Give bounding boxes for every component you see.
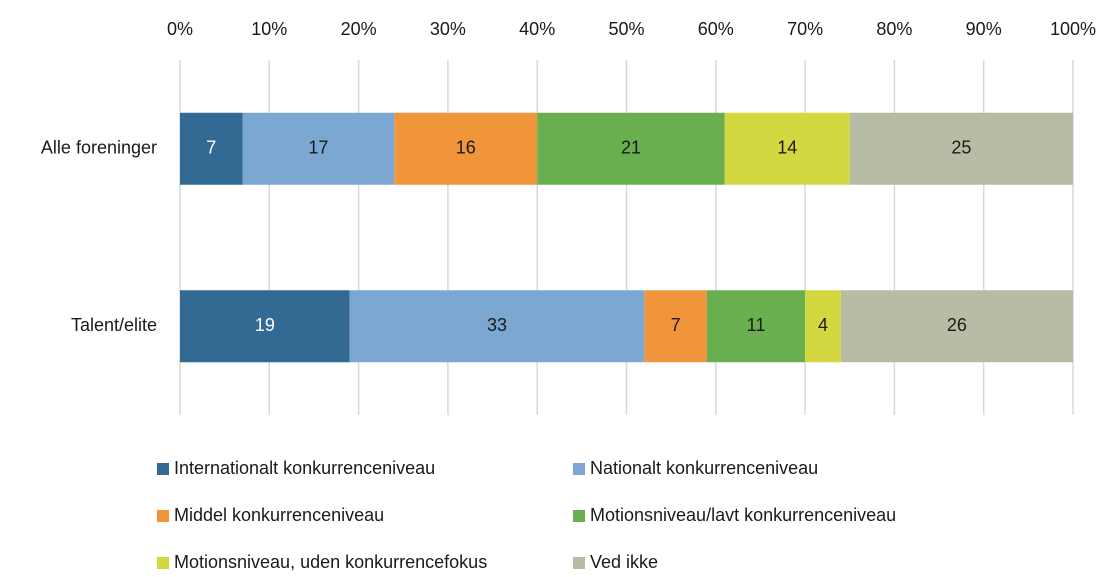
bar-segment xyxy=(849,112,1073,185)
y-tick-label: Talent/elite xyxy=(71,315,157,335)
data-label: 7 xyxy=(206,138,216,158)
x-tick-label: 100% xyxy=(1050,19,1096,39)
bar-segment xyxy=(349,290,645,363)
bar-segment xyxy=(242,112,395,185)
x-tick-label: 50% xyxy=(608,19,644,39)
bar-segment xyxy=(394,112,538,185)
bar-segment xyxy=(805,290,841,363)
data-label: 26 xyxy=(947,315,967,335)
x-tick-label: 10% xyxy=(251,19,287,39)
x-tick-label: 40% xyxy=(519,19,555,39)
data-label: 19 xyxy=(255,315,275,335)
y-tick-label: Alle foreninger xyxy=(41,138,157,158)
legend-swatch xyxy=(157,463,169,475)
legend-label: Motionsniveau, uden konkurrencefokus xyxy=(174,552,487,572)
x-tick-label: 20% xyxy=(341,19,377,39)
data-label: 25 xyxy=(951,138,971,158)
x-tick-label: 0% xyxy=(167,19,193,39)
legend-swatch xyxy=(573,463,585,475)
data-label: 7 xyxy=(671,315,681,335)
legend-swatch xyxy=(157,510,169,522)
bar-segment xyxy=(180,290,350,363)
x-tick-label: 90% xyxy=(966,19,1002,39)
bar-segment xyxy=(724,112,850,185)
bar-segment xyxy=(180,112,243,185)
data-label: 14 xyxy=(777,138,797,158)
x-tick-label: 80% xyxy=(876,19,912,39)
bar-segment xyxy=(537,112,725,185)
x-tick-label: 30% xyxy=(430,19,466,39)
data-label: 11 xyxy=(747,315,766,335)
legend-label: Nationalt konkurrenceniveau xyxy=(590,458,818,478)
x-tick-label: 70% xyxy=(787,19,823,39)
legend-label: Middel konkurrenceniveau xyxy=(174,505,384,525)
legend-label: Motionsniveau/lavt konkurrenceniveau xyxy=(590,505,896,525)
bar-segment xyxy=(840,290,1073,363)
data-label: 33 xyxy=(487,315,507,335)
data-label: 17 xyxy=(308,138,328,158)
legend-swatch xyxy=(573,510,585,522)
data-label: 21 xyxy=(621,138,641,158)
legend-label: Ved ikke xyxy=(590,552,658,572)
legend-label: Internationalt konkurrenceniveau xyxy=(174,458,435,478)
bar-segment xyxy=(644,290,707,363)
data-label: 16 xyxy=(456,138,476,158)
legend-swatch xyxy=(157,557,169,569)
bar-segment xyxy=(706,290,806,363)
x-tick-label: 60% xyxy=(698,19,734,39)
data-label: 4 xyxy=(818,315,828,335)
legend-swatch xyxy=(573,557,585,569)
